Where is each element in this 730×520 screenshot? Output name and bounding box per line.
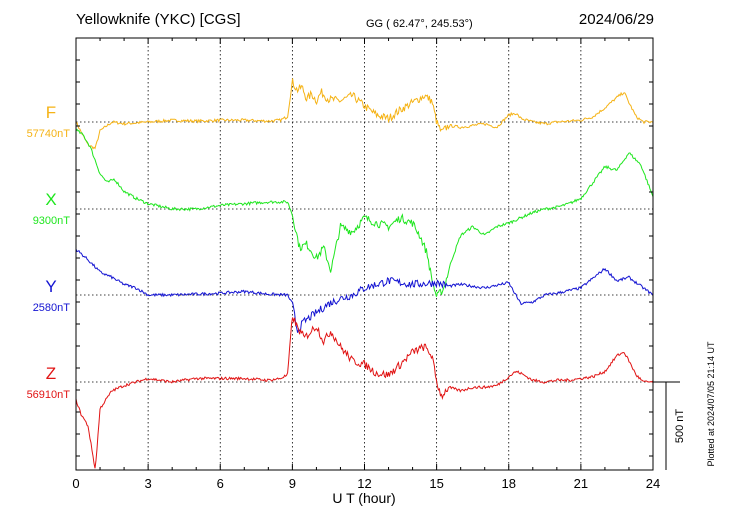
x-tick-label: 18 — [502, 476, 516, 491]
component-label-x: X — [45, 190, 56, 209]
x-tick-label: 15 — [429, 476, 443, 491]
component-label-f: F — [46, 103, 56, 122]
station-title: Yellowknife (YKC) [CGS] — [76, 11, 241, 28]
grid-lines — [76, 38, 653, 470]
axis-ticks: 0 3 6 9 12 15 18 21 24 — [72, 38, 660, 491]
component-label-y: Y — [45, 277, 56, 296]
series-line-f — [75, 78, 654, 150]
x-tick-label: 3 — [145, 476, 152, 491]
x-tick-label: 24 — [646, 476, 660, 491]
scale-bar-label: 500 nT — [674, 409, 686, 444]
component-label-z: Z — [46, 364, 56, 383]
baseline-label-x: 9300nT — [33, 215, 71, 227]
series-layer — [75, 78, 654, 469]
component-labels: F 57740nT X 9300nT Y 2580nT Z 56910nT — [27, 103, 71, 401]
plot-date: 2024/06/29 — [579, 11, 654, 28]
x-tick-label: 12 — [357, 476, 371, 491]
series-line-z — [75, 317, 654, 469]
x-axis-label: U T (hour) — [332, 490, 395, 506]
scale-bar: 500 nT — [653, 381, 686, 470]
x-tick-label: 0 — [72, 476, 79, 491]
x-tick-label: 9 — [289, 476, 296, 491]
plotted-timestamp: Plotted at 2024/07/05 21:14 UT — [706, 341, 716, 467]
station-coordinates: GG ( 62.47°, 245.53°) — [366, 18, 473, 30]
x-tick-label: 21 — [574, 476, 588, 491]
series-line-y — [75, 248, 654, 333]
baseline-label-y: 2580nT — [33, 302, 71, 314]
baseline-label-z: 56910nT — [27, 389, 71, 401]
baseline-label-f: 57740nT — [27, 128, 71, 140]
x-tick-label: 6 — [217, 476, 224, 491]
series-line-x — [75, 128, 654, 297]
